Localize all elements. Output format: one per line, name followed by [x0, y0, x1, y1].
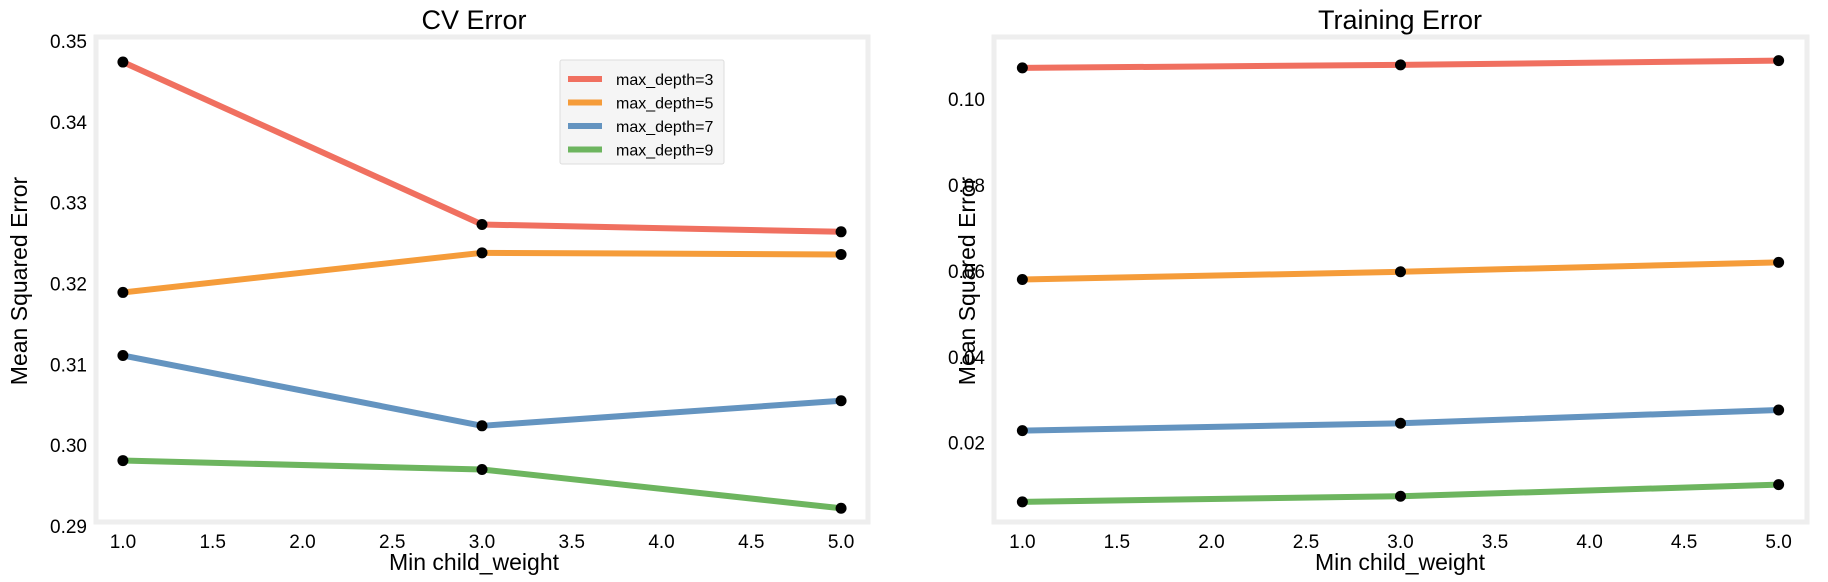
training-error-x-tick-label: 3.0: [1387, 532, 1413, 553]
training-error-data-point: [1395, 266, 1406, 278]
cv-error-data-point: [476, 247, 488, 259]
cv-error-y-tick-label: 0.33: [50, 194, 87, 215]
cv-error-x-tick-label: 4.5: [738, 532, 764, 553]
training-error-data-point: [1016, 496, 1028, 508]
training-error-data-point: [1016, 274, 1028, 285]
cv-error-data-point: [476, 219, 488, 231]
training-error-y-ticks: 0.02 0.04 0.06 0.08 0.10: [948, 90, 985, 454]
cv-error-data-point: [835, 226, 847, 238]
training-error-y-axis-label: Mean Squared Error: [954, 176, 980, 385]
training-error-data-point: [1773, 479, 1785, 491]
legend-label: max_depth=5: [616, 96, 714, 113]
cv-error-data-point: [835, 395, 847, 407]
cv-error-y-tick-label: 0.30: [50, 436, 87, 457]
cv-error-data-point: [117, 455, 129, 467]
cv-error-chart: CV Error Min child_weight Mean Squared E…: [6, 5, 871, 575]
cv-error-x-tick-label: 3.0: [469, 532, 495, 553]
training-error-data-point: [1395, 417, 1406, 429]
training-error-data-point: [1773, 256, 1785, 268]
training-error-data-point: [1773, 404, 1785, 416]
cv-error-x-tick-label: 1.0: [110, 532, 136, 553]
cv-error-y-tick-label: 0.31: [50, 355, 87, 376]
training-error-x-ticks: 1.0 1.5 2.0 2.5 3.0 3.5 4.0 4.5 5.0: [1009, 532, 1792, 553]
legend-label: max_depth=9: [616, 143, 714, 160]
cv-error-legend: max_depth=3 max_depth=5 max_depth=7 max_dep…: [559, 59, 725, 165]
cv-error-y-tick-label: 0.29: [50, 517, 87, 538]
cv-error-data-point: [835, 248, 847, 260]
cv-error-y-tick-label: 0.34: [50, 113, 87, 134]
cv-error-data-point: [117, 349, 129, 361]
cv-error-x-tick-label: 4.0: [648, 532, 674, 553]
cv-error-x-axis-label: Min child_weight: [389, 549, 560, 575]
training-error-y-tick-label: 0.10: [948, 90, 985, 111]
training-error-data-point: [1395, 490, 1406, 502]
legend-box: [559, 59, 725, 165]
cv-error-y-axis-label: Mean Squared Error: [6, 176, 32, 385]
cv-error-x-tick-label: 5.0: [828, 532, 854, 553]
training-error-data-point: [1016, 62, 1028, 74]
cv-error-series: [117, 56, 847, 514]
training-error-y-tick-label: 0.06: [948, 262, 985, 283]
cv-error-y-tick-label: 0.32: [50, 275, 87, 296]
training-error-x-tick-label: 1.5: [1104, 532, 1130, 553]
training-error-series: [1016, 55, 1785, 508]
cv-error-x-tick-label: 1.5: [199, 532, 225, 553]
training-error-chart: Training Error Min child_weight Mean Squ…: [948, 5, 1810, 575]
cv-error-title: CV Error: [421, 5, 526, 35]
training-error-y-tick-label: 0.02: [948, 434, 985, 455]
training-error-title: Training Error: [1318, 5, 1482, 35]
training-error-data-point: [1016, 425, 1028, 437]
legend-label: max_depth=7: [616, 119, 714, 136]
cv-error-x-ticks: 1.0 1.5 2.0 2.5 3.0 3.5 4.0 4.5 5.0: [110, 532, 855, 553]
training-error-x-tick-label: 4.5: [1671, 532, 1697, 553]
training-error-y-tick-label: 0.08: [948, 176, 985, 197]
cv-error-data-point: [476, 463, 488, 475]
legend-entries: max_depth=3 max_depth=5 max_depth=7 max_dep…: [568, 72, 714, 160]
training-error-x-tick-label: 4.0: [1576, 532, 1602, 553]
cv-error-x-tick-label: 2.0: [289, 532, 315, 553]
legend-label: max_depth=3: [616, 72, 714, 89]
training-error-x-tick-label: 3.5: [1482, 532, 1508, 553]
cv-error-data-point: [476, 420, 488, 432]
cv-error-data-point: [117, 56, 129, 68]
training-error-x-tick-label: 2.5: [1293, 532, 1319, 553]
cv-error-x-tick-label: 2.5: [379, 532, 405, 553]
cv-error-y-ticks: 0.29 0.30 0.31 0.32 0.33 0.34 0.35: [50, 32, 87, 538]
cv-error-data-point: [117, 286, 129, 298]
training-error-y-tick-label: 0.04: [948, 348, 985, 369]
training-error-x-axis-label: Min child_weight: [1315, 549, 1486, 575]
training-error-x-tick-label: 1.0: [1009, 532, 1035, 553]
training-error-x-tick-label: 2.0: [1198, 532, 1224, 553]
training-error-data-point: [1773, 55, 1785, 67]
training-error-x-tick-label: 5.0: [1765, 532, 1791, 553]
cv-error-plot-frame: [93, 34, 871, 525]
cv-error-y-tick-label: 0.35: [50, 32, 87, 53]
cv-error-data-point: [835, 502, 847, 514]
training-error-data-point: [1395, 59, 1406, 71]
cv-error-x-tick-label: 3.5: [559, 532, 585, 553]
